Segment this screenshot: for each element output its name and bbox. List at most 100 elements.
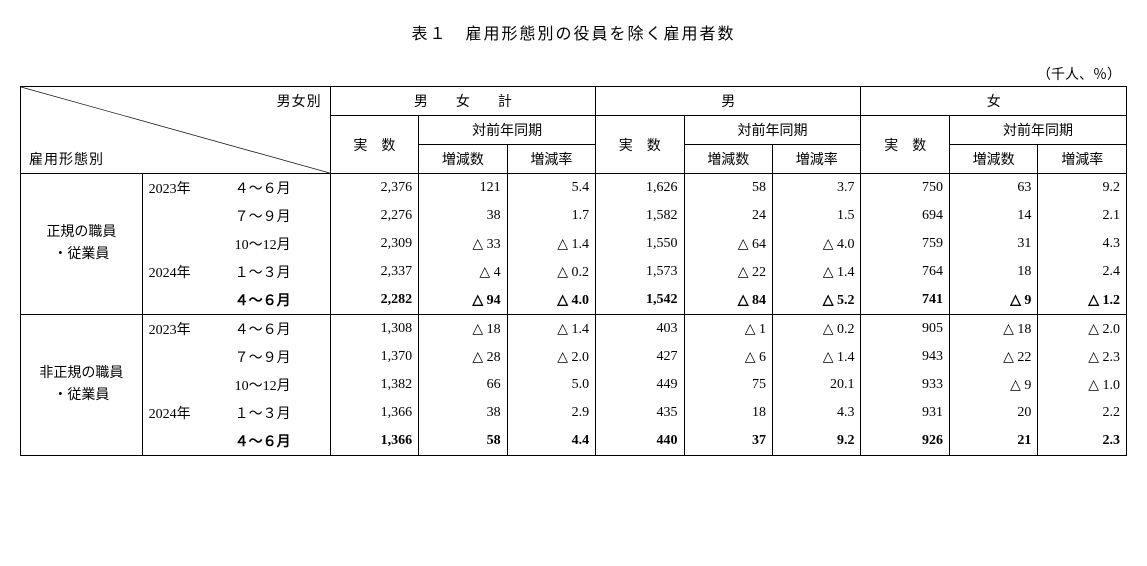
col-group-total: 男 女 計 [330, 87, 595, 116]
data-cell: 2,309 [330, 230, 418, 258]
col-change-rate: 増減率 [1038, 145, 1127, 174]
category-label: 正規の職員・従業員 [21, 174, 143, 315]
data-cell: 31 [949, 230, 1037, 258]
data-cell: 75 [684, 371, 772, 399]
data-cell: 2,276 [330, 202, 418, 230]
data-cell: 1,550 [596, 230, 684, 258]
data-cell: 435 [596, 399, 684, 427]
data-cell: 1.7 [507, 202, 595, 230]
data-cell: 2.1 [1038, 202, 1127, 230]
data-cell: △ 4.0 [507, 286, 595, 315]
data-cell: △ 1.4 [507, 315, 595, 344]
data-cell: △ 1.4 [773, 343, 861, 371]
data-cell: 759 [861, 230, 949, 258]
data-cell: 20 [949, 399, 1037, 427]
employment-table: 男女別 雇用形態別 男 女 計 男 女 実 数 対前年同期 実 数 対前年同期 … [20, 86, 1127, 456]
col-yoy: 対前年同期 [949, 116, 1126, 145]
data-cell: 694 [861, 202, 949, 230]
data-cell: 2,282 [330, 286, 418, 315]
table-row: 正規の職員・従業員2023年４～６月2,3761215.41,626583.77… [21, 174, 1127, 203]
period-cell: ７～９月 [231, 202, 331, 230]
data-cell: 764 [861, 258, 949, 286]
data-cell: 1,582 [596, 202, 684, 230]
data-cell: △ 1.0 [1038, 371, 1127, 399]
year-cell: 2024年 [142, 399, 230, 427]
table-row: 2024年１～３月1,366382.9435184.3931202.2 [21, 399, 1127, 427]
data-cell: △ 28 [419, 343, 507, 371]
data-cell: △ 84 [684, 286, 772, 315]
data-cell: 1,366 [330, 427, 418, 456]
year-cell: 2023年 [142, 174, 230, 203]
period-cell: １～３月 [231, 258, 331, 286]
data-cell: △ 1.2 [1038, 286, 1127, 315]
data-cell: 121 [419, 174, 507, 203]
data-cell: 1,366 [330, 399, 418, 427]
year-cell [142, 427, 230, 456]
data-cell: 931 [861, 399, 949, 427]
table-row: 2024年１～３月2,337△ 4△ 0.21,573△ 22△ 1.47641… [21, 258, 1127, 286]
data-cell: 9.2 [773, 427, 861, 456]
data-cell: △ 64 [684, 230, 772, 258]
data-cell: △ 22 [949, 343, 1037, 371]
period-cell: 10～12月 [231, 371, 331, 399]
data-cell: 18 [684, 399, 772, 427]
data-cell: 37 [684, 427, 772, 456]
data-cell: 18 [949, 258, 1037, 286]
period-cell: ４～６月 [231, 315, 331, 344]
col-yoy: 対前年同期 [684, 116, 861, 145]
data-cell: 58 [419, 427, 507, 456]
data-cell: △ 4 [419, 258, 507, 286]
year-cell [142, 230, 230, 258]
col-change-rate: 増減率 [507, 145, 595, 174]
data-cell: 4.3 [773, 399, 861, 427]
data-cell: 403 [596, 315, 684, 344]
period-cell: ４～６月 [231, 174, 331, 203]
period-cell: ４～６月 [231, 286, 331, 315]
data-cell: △ 2.3 [1038, 343, 1127, 371]
data-cell: △ 18 [949, 315, 1037, 344]
data-cell: 38 [419, 202, 507, 230]
data-cell: △ 1.4 [507, 230, 595, 258]
data-cell: 21 [949, 427, 1037, 456]
data-cell: △ 0.2 [773, 315, 861, 344]
col-change-num: 増減数 [419, 145, 507, 174]
category-label: 非正規の職員・従業員 [21, 315, 143, 456]
data-cell: △ 9 [949, 371, 1037, 399]
data-cell: 66 [419, 371, 507, 399]
data-cell: 5.0 [507, 371, 595, 399]
data-cell: △ 1 [684, 315, 772, 344]
data-cell: 741 [861, 286, 949, 315]
data-cell: 1,542 [596, 286, 684, 315]
table-row: ４～６月2,282△ 94△ 4.01,542△ 84△ 5.2741△ 9△ … [21, 286, 1127, 315]
header-gender: 男女別 [277, 91, 322, 111]
col-group-female: 女 [861, 87, 1127, 116]
data-cell: 1,370 [330, 343, 418, 371]
data-cell: △ 2.0 [507, 343, 595, 371]
table-row: ７～９月1,370△ 28△ 2.0427△ 6△ 1.4943△ 22△ 2.… [21, 343, 1127, 371]
diagonal-header: 男女別 雇用形態別 [21, 87, 331, 174]
data-cell: 1,308 [330, 315, 418, 344]
col-actual: 実 数 [596, 116, 684, 174]
year-cell: 2023年 [142, 315, 230, 344]
data-cell: △ 9 [949, 286, 1037, 315]
year-cell [142, 371, 230, 399]
data-cell: 4.4 [507, 427, 595, 456]
data-cell: △ 6 [684, 343, 772, 371]
data-cell: 63 [949, 174, 1037, 203]
data-cell: 905 [861, 315, 949, 344]
table-row: ７～９月2,276381.71,582241.5694142.1 [21, 202, 1127, 230]
col-yoy: 対前年同期 [419, 116, 596, 145]
data-cell: 943 [861, 343, 949, 371]
table-row: 非正規の職員・従業員2023年４～６月1,308△ 18△ 1.4403△ 1△… [21, 315, 1127, 344]
data-cell: △ 2.0 [1038, 315, 1127, 344]
header-category: 雇用形態別 [29, 149, 104, 169]
data-cell: 9.2 [1038, 174, 1127, 203]
data-cell: 2.9 [507, 399, 595, 427]
data-cell: 5.4 [507, 174, 595, 203]
year-cell [142, 343, 230, 371]
data-cell: 933 [861, 371, 949, 399]
period-cell: ７～９月 [231, 343, 331, 371]
data-cell: 750 [861, 174, 949, 203]
data-cell: △ 22 [684, 258, 772, 286]
col-group-male: 男 [596, 87, 861, 116]
